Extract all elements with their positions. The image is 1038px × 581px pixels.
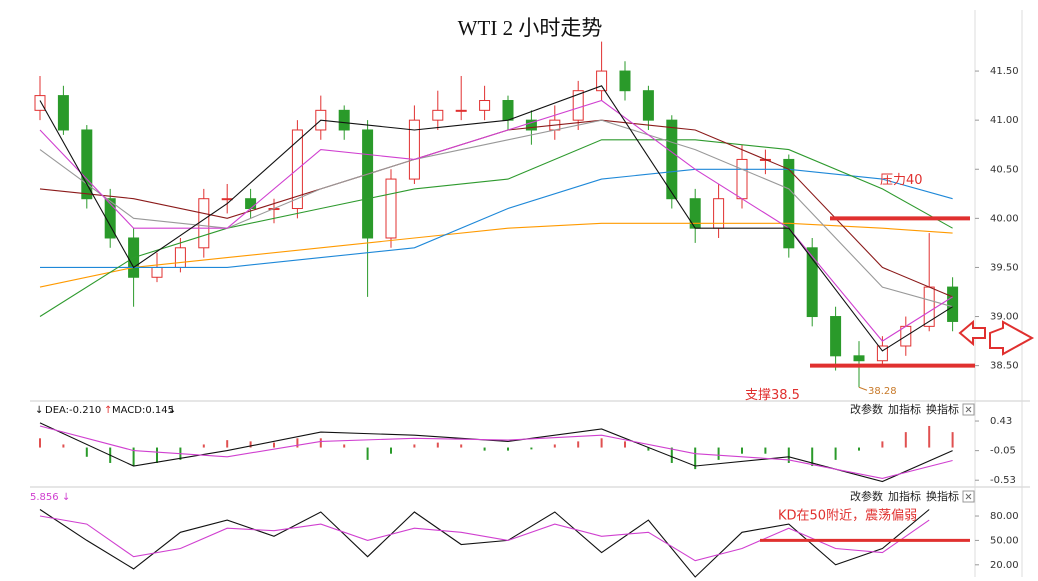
- candle-body: [81, 129, 93, 200]
- y-tick-label: 41.00: [990, 115, 1019, 126]
- candle-body: [338, 109, 350, 131]
- indicator-header: ↓: [168, 405, 176, 416]
- candle-body: [221, 198, 233, 201]
- indicator-line: [39, 425, 953, 479]
- toolbar-button[interactable]: 改参数: [850, 489, 883, 503]
- candle-body: [34, 95, 46, 111]
- indicator-header: ↓: [62, 492, 70, 503]
- candle-body: [642, 90, 654, 121]
- candle-body: [502, 100, 514, 121]
- candle-body: [666, 119, 678, 200]
- candle-body: [853, 355, 865, 362]
- y-tick-label: 0.43: [990, 416, 1012, 427]
- indicator-line: [39, 509, 930, 578]
- candle-body: [923, 286, 935, 327]
- candle-body: [455, 109, 467, 112]
- low-pointer: [858, 386, 868, 391]
- y-tick-label: 39.00: [990, 312, 1019, 323]
- indicator-header: 5.856: [30, 492, 59, 503]
- candle-body: [783, 158, 795, 249]
- toolbar-button[interactable]: 换指标: [926, 402, 959, 416]
- toolbar-button[interactable]: 加指标: [888, 402, 921, 416]
- candle-body: [408, 119, 420, 180]
- candle-body: [385, 178, 397, 239]
- y-tick-label: -0.53: [990, 475, 1016, 486]
- candle-body: [830, 316, 842, 357]
- indicator-header: MACD:0.145: [112, 405, 174, 416]
- candle-body: [362, 129, 374, 239]
- indicator-line: [39, 85, 953, 352]
- close-icon: [965, 493, 972, 500]
- candle-body: [572, 90, 584, 121]
- level-label: 压力40: [880, 173, 923, 188]
- indicator-header: ↑: [104, 405, 112, 416]
- toolbar-button[interactable]: 加指标: [888, 489, 921, 503]
- indicator-line: [39, 99, 953, 342]
- indicator-line: [39, 139, 953, 317]
- toolbar-button[interactable]: 改参数: [850, 402, 883, 416]
- candle-body: [57, 95, 69, 131]
- y-tick-label: 39.50: [990, 262, 1019, 273]
- indicator-line: [39, 422, 953, 483]
- y-tick-label: 38.50: [990, 361, 1019, 372]
- level-label: 支撑38.5: [745, 388, 800, 403]
- candle-body: [198, 198, 210, 249]
- y-tick-label: 40.00: [990, 213, 1019, 224]
- indicator-line: [39, 222, 953, 288]
- candle-body: [619, 70, 631, 92]
- toolbar: 改参数 加指标 换指标 改参数 加指标 换指标: [850, 402, 975, 503]
- y-tick-label: 41.50: [990, 66, 1019, 77]
- arrow-icon: [958, 319, 986, 347]
- close-button[interactable]: [962, 403, 975, 416]
- close-icon: [965, 406, 972, 413]
- candle-body: [245, 198, 257, 210]
- y-tick-label: 80.00: [990, 511, 1019, 522]
- candle-body: [525, 119, 537, 131]
- indicator-header: DEA:-0.210: [45, 405, 101, 416]
- y-tick-label: 20.00: [990, 560, 1019, 571]
- y-tick-label: -0.05: [990, 446, 1016, 457]
- indicator-line: [39, 515, 930, 562]
- candle-body: [736, 158, 748, 200]
- chart-title: WTI 2 小时走势: [458, 16, 603, 40]
- arrow-icon: [989, 320, 1035, 356]
- indicator-line: [40, 168, 953, 268]
- low-label: 38.28: [868, 386, 897, 397]
- candle-body: [947, 286, 959, 322]
- candle-body: [596, 70, 608, 92]
- indicator-header: ↓: [35, 405, 43, 416]
- candle-body: [876, 345, 888, 362]
- candle-body: [806, 247, 818, 318]
- candle-body: [432, 109, 444, 121]
- candle-body: [104, 198, 116, 239]
- y-tick-label: 50.00: [990, 535, 1019, 546]
- candle-body: [174, 247, 186, 268]
- toolbar-button[interactable]: 换指标: [926, 489, 959, 503]
- annotation: KD在50附近，震荡偏弱: [778, 509, 917, 524]
- candle-body: [479, 100, 491, 111]
- candle-body: [151, 266, 163, 278]
- y-tick-label: 40.50: [990, 164, 1019, 175]
- close-button[interactable]: [962, 490, 975, 503]
